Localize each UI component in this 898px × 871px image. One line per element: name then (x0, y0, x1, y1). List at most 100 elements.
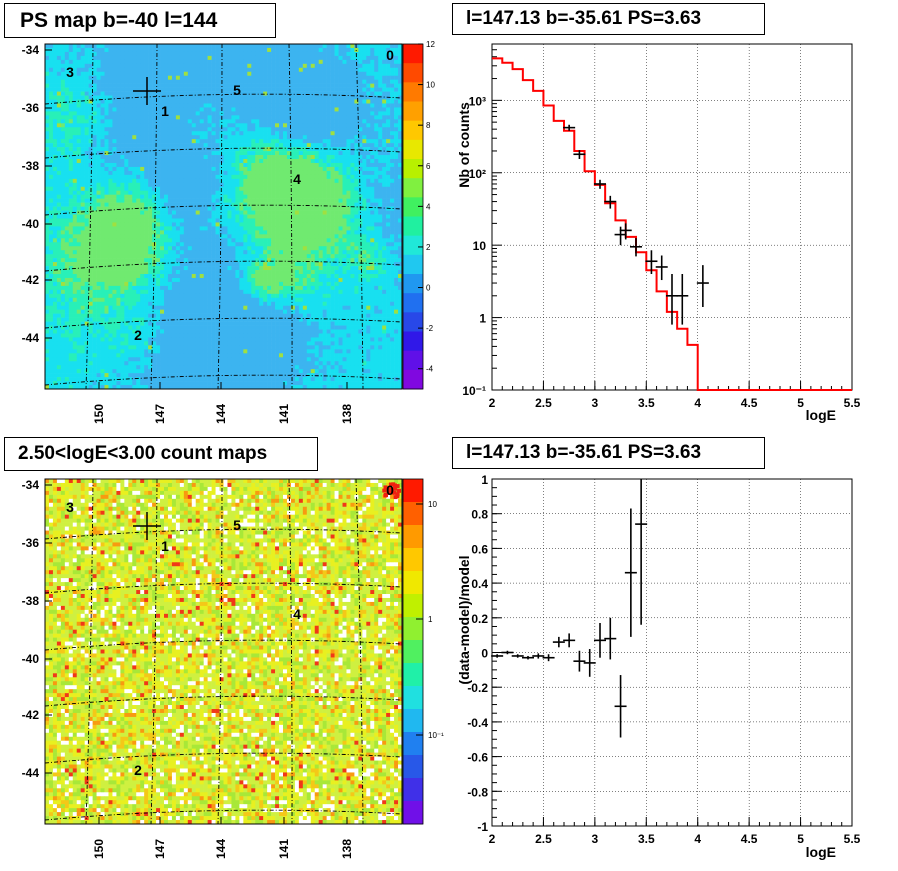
colorbar-frame (402, 43, 424, 390)
residual-y-tick-label: 0.2 (471, 612, 488, 626)
parallel-line (44, 639, 403, 651)
source-marker-1: 1 (161, 103, 169, 119)
source-marker-1: 1 (161, 538, 169, 554)
map-y-tick-label: -42 (22, 708, 40, 722)
residual-data-point (614, 675, 627, 738)
colorbar-swatch (403, 686, 423, 710)
spectrum-data-point (676, 273, 689, 325)
map-y-tick-label: -40 (22, 652, 40, 666)
spectrum-x-tick-label: 5 (797, 396, 804, 410)
spectrum-x-tick-label: 2 (489, 396, 496, 410)
meridian-line (217, 43, 223, 390)
spectrum-y-tick-label: 10⁻¹ (462, 384, 486, 398)
meridian-line (85, 43, 94, 390)
colorbar-tick-label: 2 (426, 243, 431, 252)
map-y-tick-label: -40 (22, 217, 40, 231)
residual-y-tick-label: -1 (477, 820, 488, 834)
colorbar-swatch (403, 254, 423, 275)
spectrum-data-point (619, 223, 632, 240)
source-marker-5: 5 (233, 517, 241, 533)
spectrum-x-tick-label: 3.5 (638, 396, 655, 410)
colorbar-swatch (403, 63, 423, 83)
spectrum-x-tick-label: 2.5 (535, 396, 552, 410)
colorbar-tick-label: -4 (426, 365, 434, 374)
map-x-tick-label: 150 (92, 404, 106, 424)
residual-x-tick-label: 5 (797, 832, 804, 846)
map-x-tick-label: 138 (340, 404, 354, 424)
spectrum-data-point (630, 238, 642, 257)
colorbar-swatch (403, 139, 423, 160)
spectrum-y-tick-label: 10 (473, 239, 487, 253)
colorbar-swatch (403, 369, 423, 390)
meridian-line (85, 478, 94, 825)
colorbar-tick-label: 8 (426, 121, 431, 130)
source-marker-3: 3 (66, 499, 74, 515)
spectrum-data-point (655, 255, 668, 281)
map-y-tick-label: -36 (22, 101, 40, 115)
colorbar-swatch (403, 502, 423, 526)
colorbar-swatch (403, 709, 423, 733)
colorbar-tick-label: 10 (426, 81, 435, 90)
residual-grid (492, 479, 852, 826)
source-marker-5: 5 (233, 82, 241, 98)
residual-y-tick-label: -0.8 (467, 785, 488, 799)
spectrum-top-title: l=147.13 b=-35.61 PS=3.63 (452, 3, 765, 35)
residual-x-tick-label: 4 (694, 832, 701, 846)
colorbar-tick-label: 6 (426, 162, 431, 171)
spectrum-y-label: Nb of counts (456, 102, 472, 188)
source-marker-2: 2 (134, 762, 142, 778)
map-x-tick-label: 141 (277, 839, 291, 859)
colorbar-swatch (403, 594, 423, 618)
spectrum-panel: 2 2.5 3 3.5 4 4.5 5 5.5 10⁻¹ 1 10 10² 10³ logE Nb of… (456, 43, 861, 423)
ps-map-panel: -34-36-38-40-42-44 150 147 144 141 138 12108… (22, 40, 436, 424)
source-marker-0: 0 (386, 47, 394, 63)
residual-y-tick-label: 1 (481, 473, 488, 487)
spectrum-y-tick-label: 1 (479, 312, 486, 326)
source-marker-4: 4 (293, 606, 301, 622)
count-map-coordinate-grid (44, 478, 403, 825)
colorbar-frame (402, 478, 424, 825)
colorbar-swatch (403, 235, 423, 256)
count-map-panel: -34-36-38-40-42-44 150 147 144 141 138 10110… (22, 478, 444, 859)
residual-bottom-title: l=147.13 b=-35.61 PS=3.63 (452, 437, 765, 469)
colorbar-tick-label: -2 (426, 324, 434, 333)
colorbar-swatch (403, 640, 423, 664)
spectrum-x-tick-label: 4.5 (741, 396, 758, 410)
residual-panel: 2 2.5 3 3.5 4 4.5 5 5.5 -1 -0.8 -0.6 -0.4 -0.2 0 0.2 0.… (456, 473, 861, 860)
map-y-tick-label: -42 (22, 273, 40, 287)
colorbar-swatch (403, 548, 423, 572)
spectrum-x-tick-label: 5.5 (844, 396, 861, 410)
map-y-tick-label: -38 (22, 594, 40, 608)
parallel-line (44, 260, 403, 272)
colorbar-swatch (403, 525, 423, 549)
residual-data-point (594, 623, 606, 658)
residual-y-tick-label: -0.2 (467, 681, 488, 695)
colorbar-swatch (403, 44, 423, 64)
colorbar-swatch (403, 350, 423, 371)
count-map-y-ticks: -34 -36 -38 -40 -42 -44 (22, 478, 52, 780)
ps-map-x-ticks: 150 147 144 141 138 (92, 382, 354, 424)
parallel-line (44, 809, 403, 821)
meridian-line (355, 43, 364, 390)
colorbar-tick-label: 10 (428, 500, 437, 509)
residual-data-point (522, 655, 534, 660)
residual-y-tick-label: 0.4 (471, 577, 488, 591)
parallel-line (44, 695, 403, 707)
ps-map-markers: 0 1 2 3 4 5 (66, 47, 394, 343)
residual-y-tick-label: 0 (481, 647, 488, 661)
residual-data-point (501, 650, 514, 655)
map-y-tick-label: -44 (22, 331, 40, 345)
spectrum-data-point (594, 179, 606, 189)
colorbar-swatch (403, 312, 423, 332)
spectrum-data-point (666, 273, 678, 325)
parallel-line (44, 528, 403, 540)
source-marker-0: 0 (386, 482, 394, 498)
residual-data-point (532, 653, 545, 659)
colorbar-swatch (403, 617, 423, 641)
map-y-tick-label: -34 (22, 478, 40, 492)
residual-x-tick-label: 2.5 (535, 832, 552, 846)
parallel-line (44, 374, 403, 386)
colorbar-swatch (403, 216, 423, 237)
ps-map-heatmap (45, 44, 403, 390)
meridian-line (288, 478, 293, 825)
